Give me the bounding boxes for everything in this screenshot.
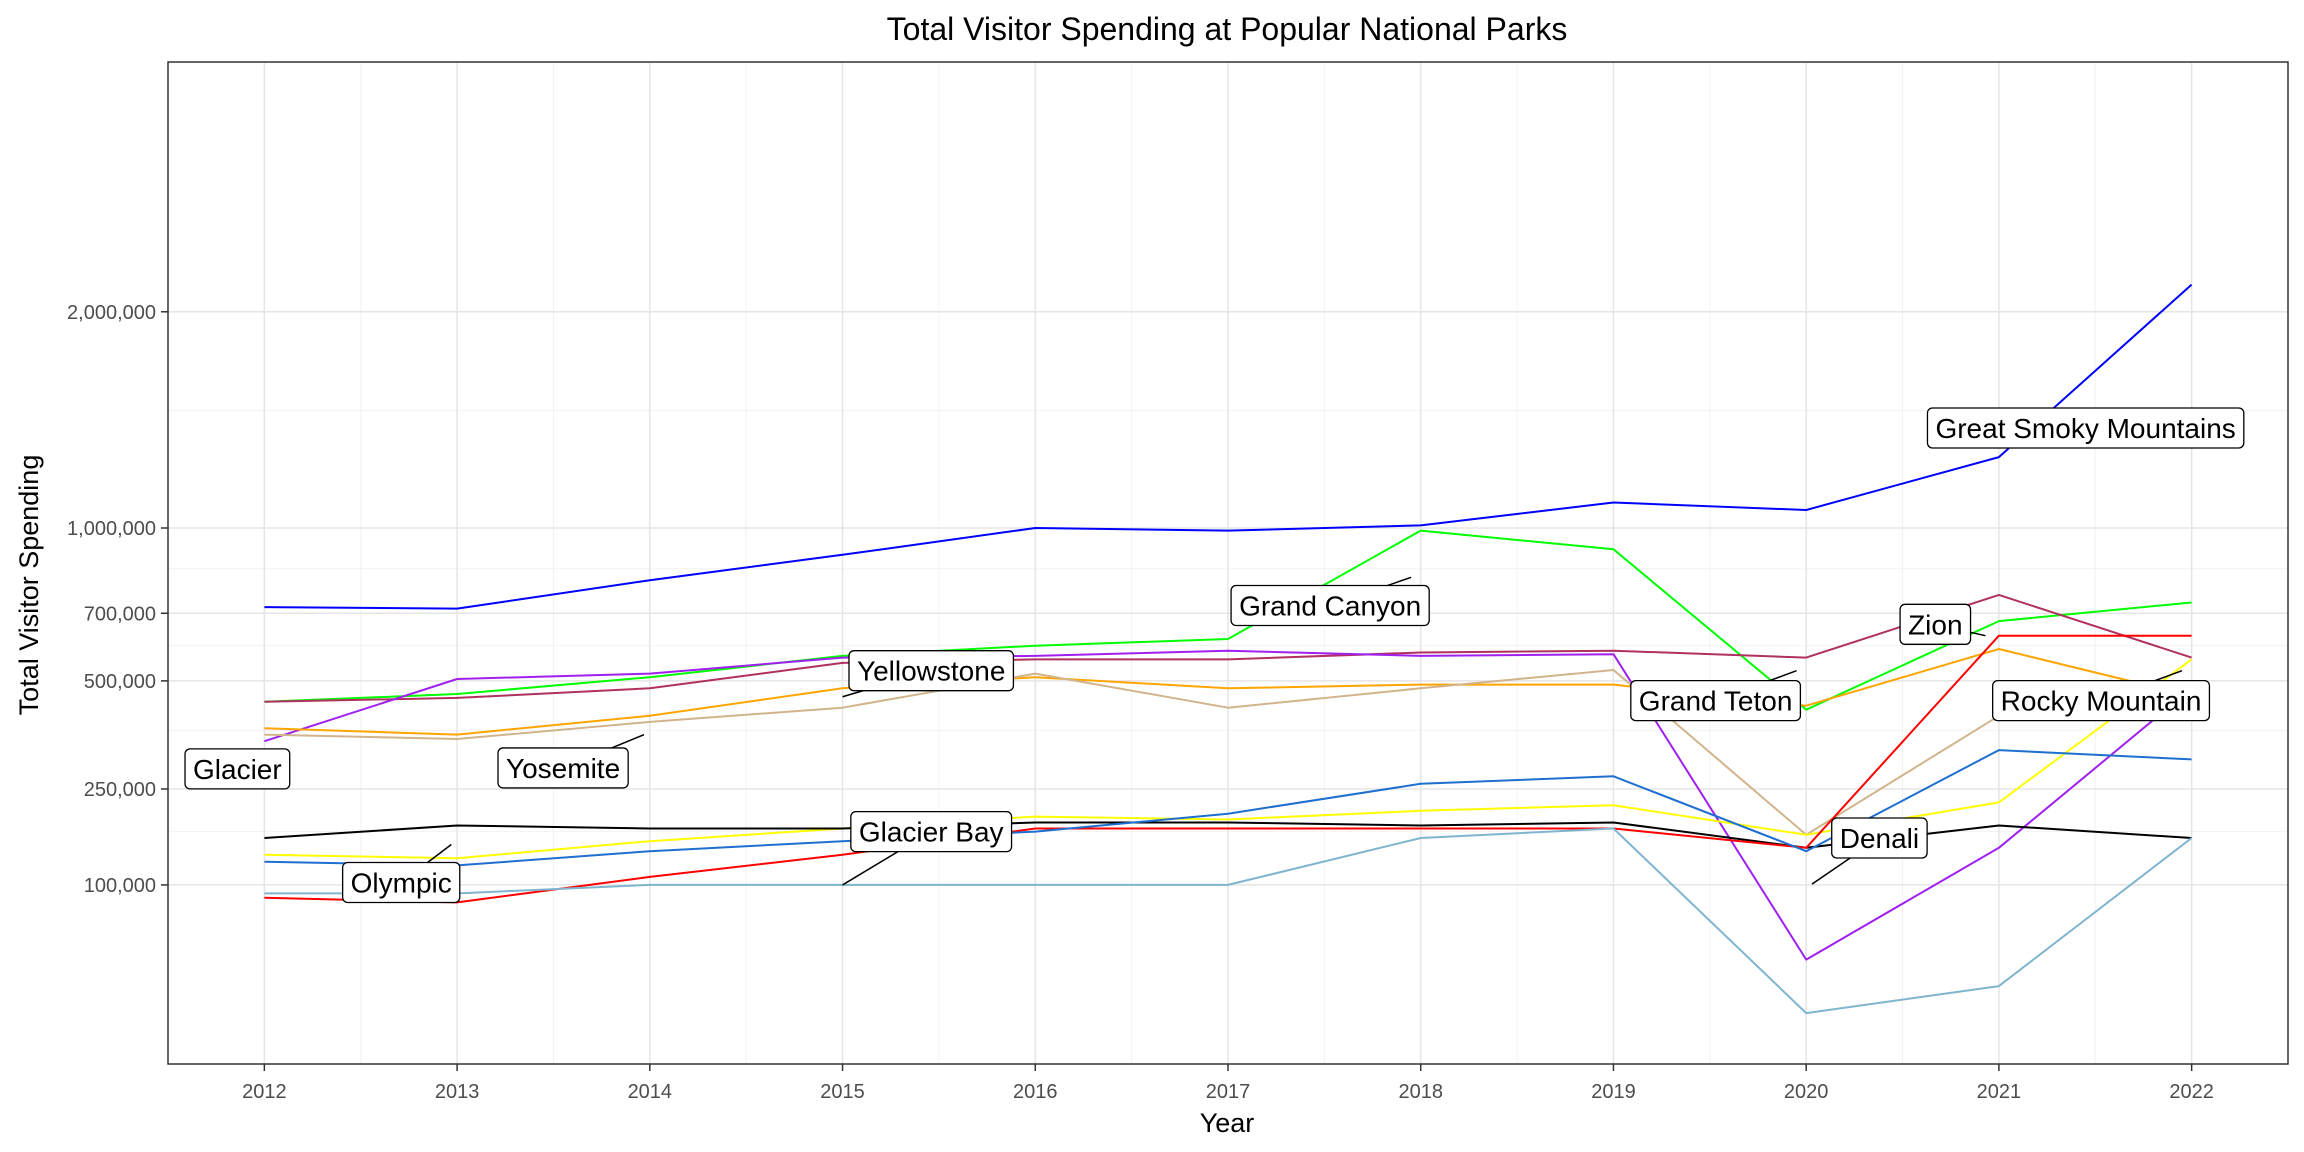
annotation-box	[1230, 584, 1430, 627]
y-tick-label: 2,000,000	[67, 302, 156, 324]
annotation-glacier-bay: Glacier Bay	[842, 810, 1013, 886]
annotation-box	[184, 748, 291, 790]
annotation-box	[848, 650, 1015, 692]
annotation-rocky-mountain: Rocky Mountain	[1992, 669, 2211, 722]
annotation-yosemite: Yosemite	[497, 733, 645, 789]
annotation-box	[1899, 603, 1972, 645]
series-line-olympic	[264, 634, 2192, 904]
annotation-denali: Denali	[1811, 817, 1928, 885]
x-tick-label: 2022	[2169, 1081, 2214, 1103]
annotation-box	[850, 810, 1013, 853]
annotation-label: Grand Canyon	[1239, 591, 1421, 622]
annotation-glacier: Glacier	[184, 748, 291, 790]
y-tick-label: 1,000,000	[67, 518, 156, 540]
y-tick-label: 500,000	[84, 671, 156, 693]
annotation-box	[1831, 817, 1928, 859]
x-tick-label: 2013	[435, 1081, 480, 1103]
series-line-rocky-mountain	[264, 669, 2192, 836]
annotation-box	[1630, 679, 1802, 722]
chart-title: Total Visitor Spending at Popular Nation…	[887, 11, 1568, 47]
series-line-great-smoky-mountains	[264, 283, 2193, 610]
x-tick-label: 2019	[1591, 1081, 1636, 1103]
series-line-yellowstone	[264, 649, 2193, 961]
x-axis: 2012 2013 2014 2015 2016 2017 2018 2019 2020 2021…	[242, 1064, 2214, 1103]
y-tick-label: 250,000	[84, 779, 156, 801]
x-tick-label: 2018	[1398, 1081, 1443, 1103]
series-annotations: Great Smoky Mountains Grand Canyon Zion Yel…	[184, 407, 2245, 904]
annotation-label: Rocky Mountain	[2001, 686, 2202, 717]
annotation-great-smoky-mountains: Great Smoky Mountains	[1926, 407, 2245, 449]
annotation-label: Yosemite	[506, 753, 620, 784]
annotation-box	[341, 861, 461, 904]
annotation-box	[1926, 407, 2245, 449]
series-line-grand-teton	[264, 648, 2192, 736]
y-tick-label: 700,000	[84, 603, 156, 625]
annotation-label: Olympic	[351, 867, 452, 898]
y-tick-label: 100,000	[84, 875, 156, 897]
series-line-glacier-bay	[264, 827, 2193, 1015]
annotation-label: Zion	[1908, 609, 1962, 640]
annotation-label: Great Smoky Mountains	[1935, 413, 2235, 444]
x-tick-label: 2012	[242, 1081, 287, 1103]
x-tick-label: 2017	[1206, 1081, 1251, 1103]
y-axis-title: Total Visitor Spending	[14, 455, 44, 716]
x-tick-label: 2016	[1013, 1081, 1058, 1103]
annotation-label: Denali	[1840, 823, 1919, 854]
annotation-grand-canyon: Grand Canyon	[1230, 576, 1430, 627]
annotation-zion: Zion	[1899, 603, 1986, 645]
x-tick-label: 2020	[1784, 1081, 1829, 1103]
annotation-olympic: Olympic	[341, 843, 461, 904]
x-tick-label: 2021	[1977, 1081, 2022, 1103]
x-axis-title: Year	[1200, 1108, 1255, 1138]
series-line-zion	[264, 593, 2192, 703]
x-tick-label: 2014	[628, 1081, 673, 1103]
annotation-yellowstone: Yellowstone	[842, 650, 1015, 698]
annotation-label: Grand Teton	[1639, 686, 1793, 717]
annotation-label: Glacier Bay	[859, 817, 1004, 848]
annotation-box	[497, 747, 629, 789]
annotation-box	[1992, 679, 2211, 722]
annotation-grand-teton: Grand Teton	[1630, 669, 1802, 722]
x-tick-label: 2015	[820, 1081, 865, 1103]
y-axis: 100,000 250,000 500,000 700,000 1,000,000 2,0…	[67, 302, 168, 897]
series-line-grand-canyon	[264, 529, 2192, 711]
annotation-label: Yellowstone	[857, 656, 1005, 687]
annotation-label: Glacier	[193, 754, 282, 785]
